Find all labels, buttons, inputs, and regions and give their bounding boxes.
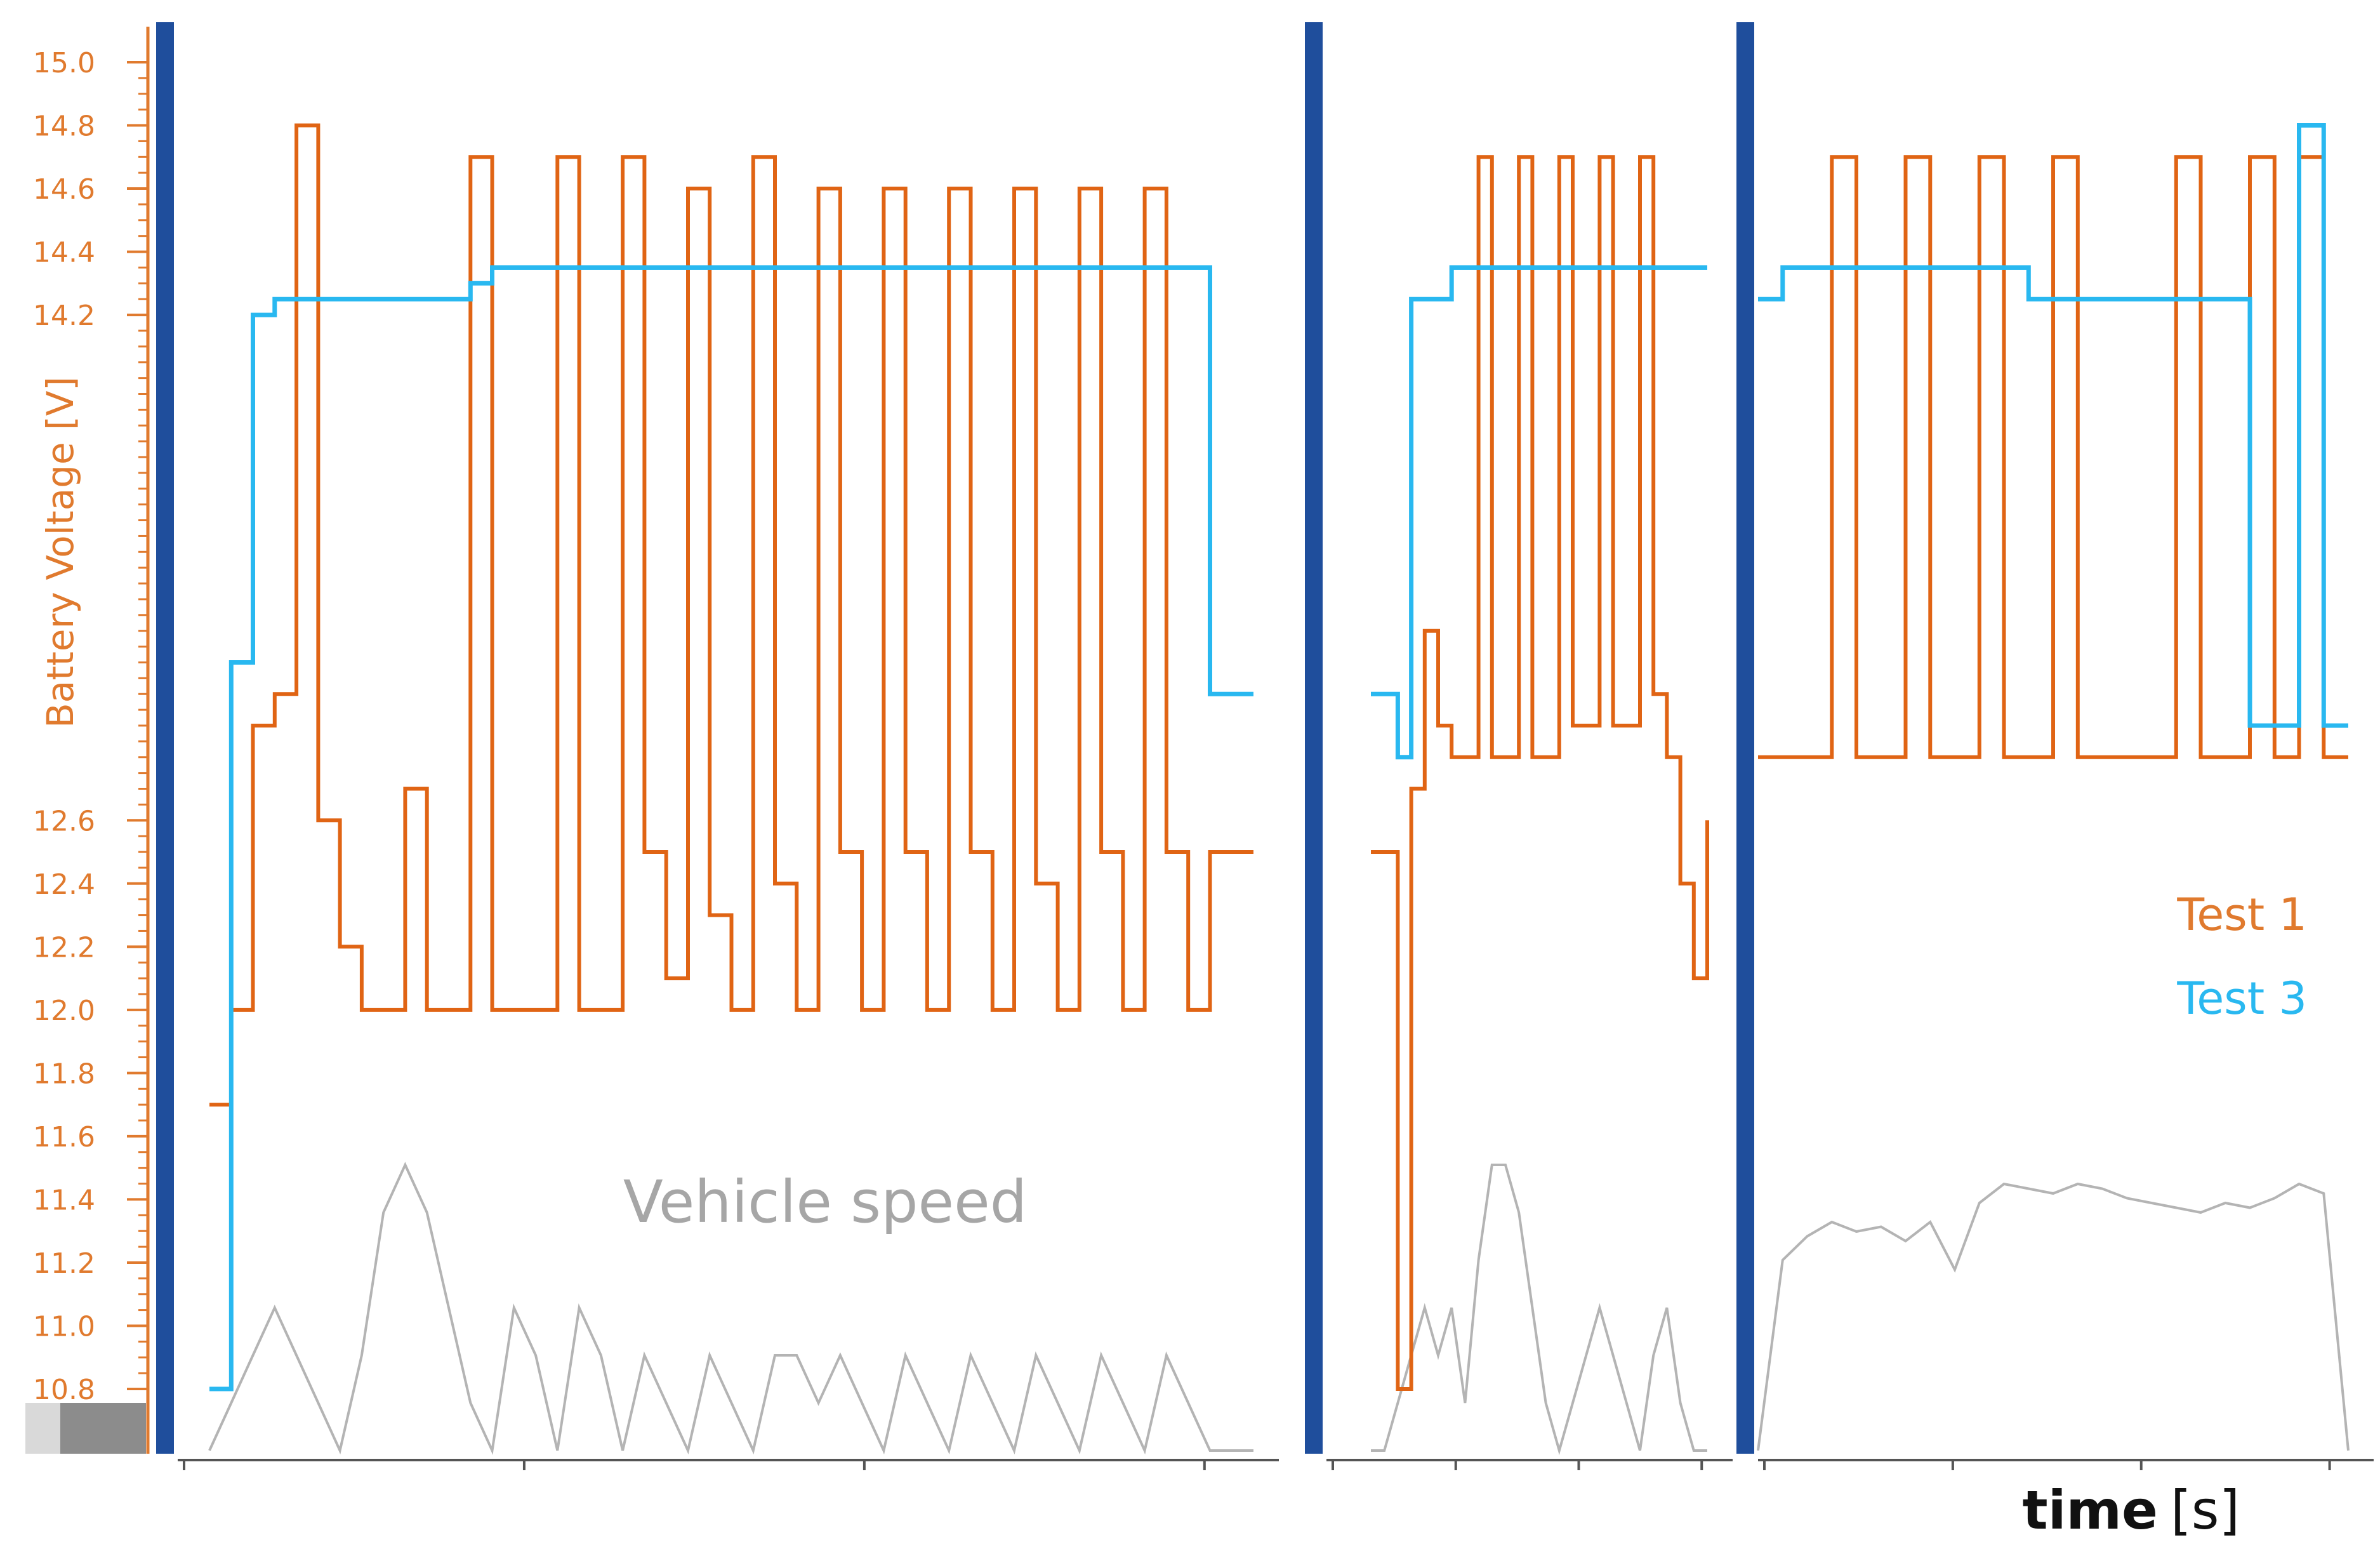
- y-tick-labels: 15.0 14.8 14.6 14.4 14.2 12.6 12.4 12.2 12.0 11.8…: [33, 47, 95, 1406]
- y-tick-label: 14.8: [33, 110, 95, 143]
- y-tick-label: 14.6: [33, 173, 95, 206]
- y-tick-label: 11.6: [33, 1121, 95, 1153]
- x-axis-label-unit: [s]: [2171, 1479, 2240, 1541]
- x-axis-label-text: time: [2023, 1479, 2158, 1541]
- test-1-line: [1371, 155, 1709, 1391]
- y-axis: 15.0 14.8 14.6 14.4 14.2 12.6 12.4 12.2 12.0 11.8…: [33, 27, 150, 1454]
- y-tick-label: 12.6: [33, 805, 95, 837]
- y-tick-label: 14.2: [33, 300, 95, 332]
- test-3-line: [209, 265, 1253, 1392]
- legend: Test 1 Test 3: [2176, 889, 2307, 1025]
- test-3-line: [1758, 123, 2348, 728]
- panel-divider: [156, 22, 174, 1454]
- vehicle-speed-line: [1757, 1182, 2350, 1451]
- vehicle-speed-annotation: Vehicle speed: [623, 1168, 1027, 1236]
- panel-2: [1305, 22, 1733, 1470]
- scrollbar-thumb: [60, 1403, 146, 1454]
- y-axis-label-group: Battery Voltage [V]: [39, 376, 82, 728]
- test-1-line: [1758, 155, 2348, 759]
- panel-1: [156, 22, 1279, 1470]
- vehicle-speed-line: [1371, 1164, 1707, 1456]
- legend-test-3: Test 3: [2176, 973, 2307, 1025]
- test-3-line: [1371, 265, 1707, 760]
- y-tick-label: 15.0: [33, 47, 95, 79]
- y-tick-label: 12.4: [33, 868, 95, 901]
- panel-divider: [1305, 22, 1323, 1454]
- y-tick-label: 12.2: [33, 931, 95, 964]
- y-tick-label: 11.8: [33, 1058, 95, 1090]
- legend-test-1: Test 1: [2176, 889, 2307, 941]
- plot-panels: [156, 22, 2374, 1470]
- y-tick-label: 11.4: [33, 1184, 95, 1216]
- y-minor-ticks: [127, 61, 148, 1390]
- y-tick-label: 12.0: [33, 995, 95, 1027]
- y-tick-label: 10.8: [33, 1374, 95, 1406]
- y-tick-label: 11.0: [33, 1310, 95, 1343]
- y-axis-label: Battery Voltage [V]: [39, 376, 82, 728]
- test-1-line: [209, 123, 1253, 1107]
- vehicle-speed-line: [208, 1162, 1253, 1455]
- y-tick-label: 11.2: [33, 1247, 95, 1280]
- panel-3: [1736, 22, 2374, 1470]
- x-axis-label: time [s]: [2023, 1479, 2240, 1541]
- panel-divider: [1736, 22, 1754, 1454]
- scrollbar-stub: [25, 1403, 146, 1454]
- y-tick-label: 14.4: [33, 237, 95, 269]
